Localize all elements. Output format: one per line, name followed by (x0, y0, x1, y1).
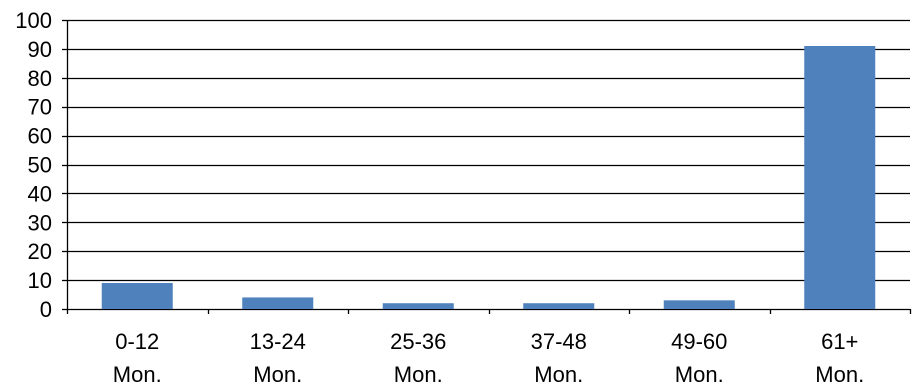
bar-0-12 (101, 282, 173, 309)
y-tick-label: 80 (28, 66, 52, 91)
bars (101, 46, 876, 309)
y-tick-label: 50 (28, 153, 52, 178)
gridlines (67, 19, 910, 311)
x-category-label: 37-48 (531, 329, 587, 354)
x-category-label: 49-60 (671, 329, 727, 354)
y-tick-label: 20 (28, 239, 52, 264)
x-category-label: 0-12 (115, 329, 159, 354)
y-tick-label: 90 (28, 37, 52, 62)
x-category-label: Mon. (253, 362, 302, 387)
bar-25-36 (382, 303, 454, 309)
axes (62, 19, 912, 314)
bar-61+ (804, 46, 876, 309)
bar-49-60 (663, 300, 735, 309)
x-category-label: 61+ (821, 329, 858, 354)
y-tick-labels: 0 10 20 30 40 50 60 70 80 90 100 (15, 8, 52, 322)
x-category-label: 13-24 (250, 329, 306, 354)
x-category-label: Mon. (534, 362, 583, 387)
y-tick-label: 40 (28, 181, 52, 206)
y-tick-label: 60 (28, 124, 52, 149)
y-tick-label: 30 (28, 210, 52, 235)
x-tick-labels: 0-12 Mon. 13-24 Mon. 25-36 Mon. 37-48 Mon. 49-60… (113, 329, 864, 387)
bar-13-24 (242, 297, 314, 309)
x-category-label: Mon. (675, 362, 724, 387)
y-tick-label: 100 (15, 8, 52, 33)
y-tick-label: 10 (28, 268, 52, 293)
y-tick-label: 70 (28, 95, 52, 120)
bar-37-48 (523, 303, 595, 309)
y-tick-label: 0 (40, 297, 52, 322)
x-category-label: Mon. (815, 362, 864, 387)
x-category-label: Mon. (394, 362, 443, 387)
x-category-label: Mon. (113, 362, 162, 387)
x-category-label: 25-36 (390, 329, 446, 354)
